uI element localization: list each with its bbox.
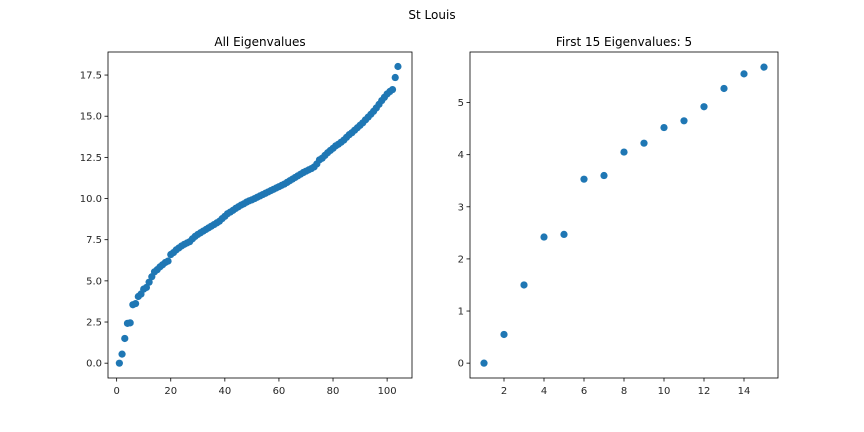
data-point <box>640 139 648 147</box>
data-point <box>388 85 397 94</box>
axes-title: All Eigenvalues <box>214 35 305 49</box>
x-tick-label: 14 <box>738 386 751 397</box>
axes-frame <box>469 51 779 379</box>
y-tick-label: 15.0 <box>80 112 102 123</box>
x-tick-label: 2 <box>501 386 507 397</box>
data-point <box>740 70 748 78</box>
data-point <box>760 63 768 71</box>
x-tick-label: 60 <box>273 386 286 397</box>
data-point <box>115 359 123 367</box>
x-tick-label: 20 <box>164 386 177 397</box>
data-point <box>600 171 608 180</box>
y-tick-label: 7.5 <box>86 235 102 246</box>
y-tick-label: 17.5 <box>80 71 102 82</box>
y-tick-label: 0.0 <box>86 359 102 370</box>
data-point <box>480 359 488 367</box>
data-point <box>560 230 568 239</box>
x-tick-label: 40 <box>218 386 231 397</box>
data-point <box>680 117 688 125</box>
y-tick-label: 4 <box>458 150 464 161</box>
x-tick-label: 100 <box>378 386 397 397</box>
y-tick-label: 2 <box>458 254 464 265</box>
data-point <box>660 123 668 132</box>
y-tick-label: 5 <box>458 98 464 109</box>
data-point <box>391 73 399 82</box>
x-tick-label: 0 <box>113 386 119 397</box>
x-tick-label: 8 <box>621 386 627 397</box>
y-tick-label: 1 <box>458 307 464 318</box>
x-tick-label: 10 <box>658 386 671 397</box>
data-point <box>121 334 129 343</box>
y-tick-label: 10.0 <box>80 194 102 205</box>
figure-suptitle: St Louis <box>408 8 455 22</box>
data-point <box>720 84 728 93</box>
data-point <box>540 233 548 241</box>
x-tick-label: 6 <box>581 386 587 397</box>
left-scatter-plot: 0 20 40 60 80 100 0.0 2.5 5.0 7.5 10.0 12.5 15.0 17.5… <box>80 35 413 397</box>
y-tick-label: 0 <box>458 359 464 370</box>
data-point <box>145 278 153 286</box>
data-point <box>620 148 628 156</box>
data-point <box>118 350 126 358</box>
x-tick-label: 12 <box>698 386 711 397</box>
data-point <box>131 299 140 308</box>
data-point <box>700 103 708 111</box>
y-tick-label: 3 <box>458 202 464 213</box>
y-tick-label: 5.0 <box>86 276 102 287</box>
x-tick-label: 80 <box>327 386 340 397</box>
data-point <box>164 257 172 265</box>
data-point <box>126 319 134 327</box>
y-tick-label: 12.5 <box>80 153 102 164</box>
data-point <box>580 175 588 183</box>
data-point <box>520 281 528 289</box>
axes-title: First 15 Eigenvalues: 5 <box>556 35 692 49</box>
x-tick-label: 4 <box>541 386 547 397</box>
data-point <box>500 330 508 339</box>
axes-frame <box>107 51 413 379</box>
data-point <box>394 62 402 71</box>
y-tick-label: 2.5 <box>86 318 102 329</box>
